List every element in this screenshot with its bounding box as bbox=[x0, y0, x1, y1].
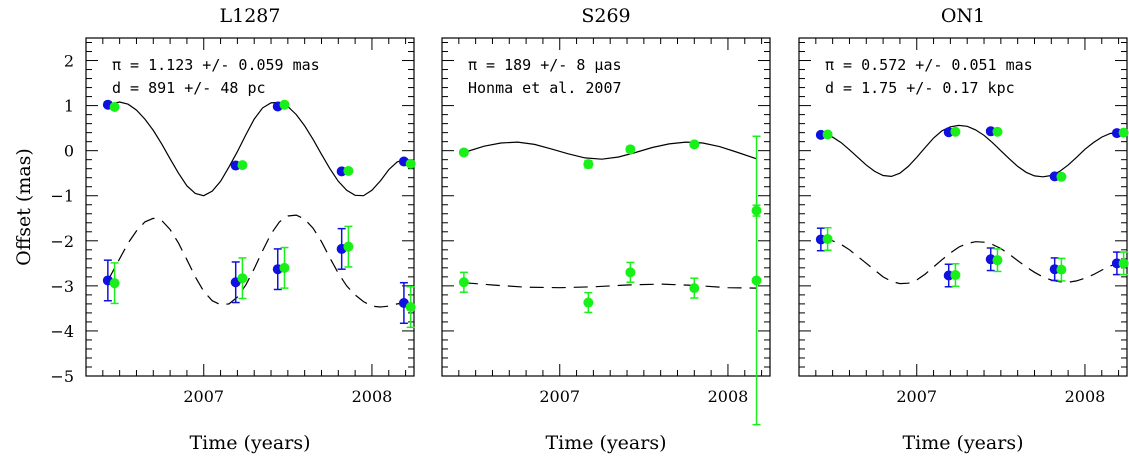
annotation-text: π = 1.123 +/- 0.059 mas bbox=[112, 56, 320, 74]
y-tick-label: −4 bbox=[50, 322, 74, 341]
x-tick-label: 2007 bbox=[183, 387, 224, 406]
data-point-green bbox=[405, 158, 416, 169]
data-point-green bbox=[625, 144, 636, 155]
annotation-text: π = 0.572 +/- 0.051 mas bbox=[825, 56, 1033, 74]
annotation-text: d = 1.75 +/- 0.17 kpc bbox=[825, 79, 1015, 97]
data-point-green bbox=[109, 101, 120, 112]
x-axis-label: Time (years) bbox=[545, 432, 666, 454]
model-curve-dashed bbox=[463, 282, 757, 289]
data-point-green bbox=[1118, 127, 1129, 138]
data-point-green bbox=[950, 270, 961, 281]
panel-title: S269 bbox=[581, 5, 630, 27]
data-point-green bbox=[458, 277, 469, 288]
y-tick-label: 1 bbox=[64, 97, 74, 116]
annotation-text: d = 891 +/- 48 pc bbox=[112, 79, 266, 97]
panel-on1: ON1 Time (years) 2007 2008 π = 0.572 +/- 0.0… bbox=[798, 5, 1129, 454]
y-tick-label: −3 bbox=[50, 277, 74, 296]
model-curve-solid bbox=[463, 141, 757, 160]
model-curve-dashed bbox=[107, 214, 404, 308]
annotation-text: π = 189 +/- 8 μas bbox=[468, 56, 622, 74]
panel-l1287: L1287 Time (years) Offset (mas) 2007 2008 2 1 0… bbox=[13, 5, 416, 454]
model-curve-solid bbox=[107, 101, 405, 197]
data-point-green bbox=[1056, 264, 1067, 275]
x-axis-label: Time (years) bbox=[189, 432, 310, 454]
annotation-text: Honma et al. 2007 bbox=[468, 79, 622, 97]
model-curve-dashed bbox=[820, 238, 1118, 285]
x-tick-label: 2008 bbox=[1065, 387, 1106, 406]
data-point-green bbox=[992, 126, 1003, 137]
data-point-green bbox=[751, 275, 762, 286]
data-point-green bbox=[689, 139, 700, 150]
data-point-green bbox=[822, 129, 833, 140]
data-point-green bbox=[625, 267, 636, 278]
data-point-green bbox=[405, 302, 416, 313]
data-point-green bbox=[1056, 171, 1067, 182]
panel-title: ON1 bbox=[941, 5, 985, 27]
data-point-green bbox=[822, 233, 833, 244]
x-tick-label: 2007 bbox=[896, 387, 937, 406]
data-point-green bbox=[237, 273, 248, 284]
data-point-green bbox=[1118, 258, 1129, 269]
y-tick-label: −5 bbox=[50, 367, 74, 386]
y-tick-label: −1 bbox=[50, 187, 74, 206]
y-tick-label: 0 bbox=[64, 142, 74, 161]
data-point-green bbox=[950, 126, 961, 137]
data-point-green bbox=[237, 160, 248, 171]
plot-frame bbox=[85, 37, 415, 377]
data-point-green bbox=[992, 255, 1003, 266]
data-point-green bbox=[458, 147, 469, 158]
data-point-green bbox=[583, 159, 594, 170]
panel-title: L1287 bbox=[220, 5, 281, 27]
data-point-green bbox=[279, 99, 290, 110]
panel-s269: S269 Time (years) 2007 2008 π = 189 +/- 8 μa… bbox=[441, 5, 771, 454]
y-tick-label: 2 bbox=[64, 52, 74, 71]
data-point-green bbox=[689, 283, 700, 294]
data-point-green bbox=[583, 297, 594, 308]
x-tick-label: 2008 bbox=[352, 387, 393, 406]
y-tick-label: −2 bbox=[50, 232, 74, 251]
plot-frame bbox=[441, 37, 771, 377]
model-curve-solid bbox=[820, 124, 1117, 178]
y-axis-label: Offset (mas) bbox=[13, 148, 35, 266]
x-axis-label: Time (years) bbox=[902, 432, 1023, 454]
data-point-green bbox=[109, 278, 120, 289]
data-point-green bbox=[343, 165, 354, 176]
plot-frame bbox=[798, 37, 1128, 377]
x-tick-label: 2008 bbox=[708, 387, 749, 406]
data-point-green bbox=[343, 241, 354, 252]
data-point-green bbox=[279, 262, 290, 273]
x-tick-label: 2007 bbox=[539, 387, 580, 406]
